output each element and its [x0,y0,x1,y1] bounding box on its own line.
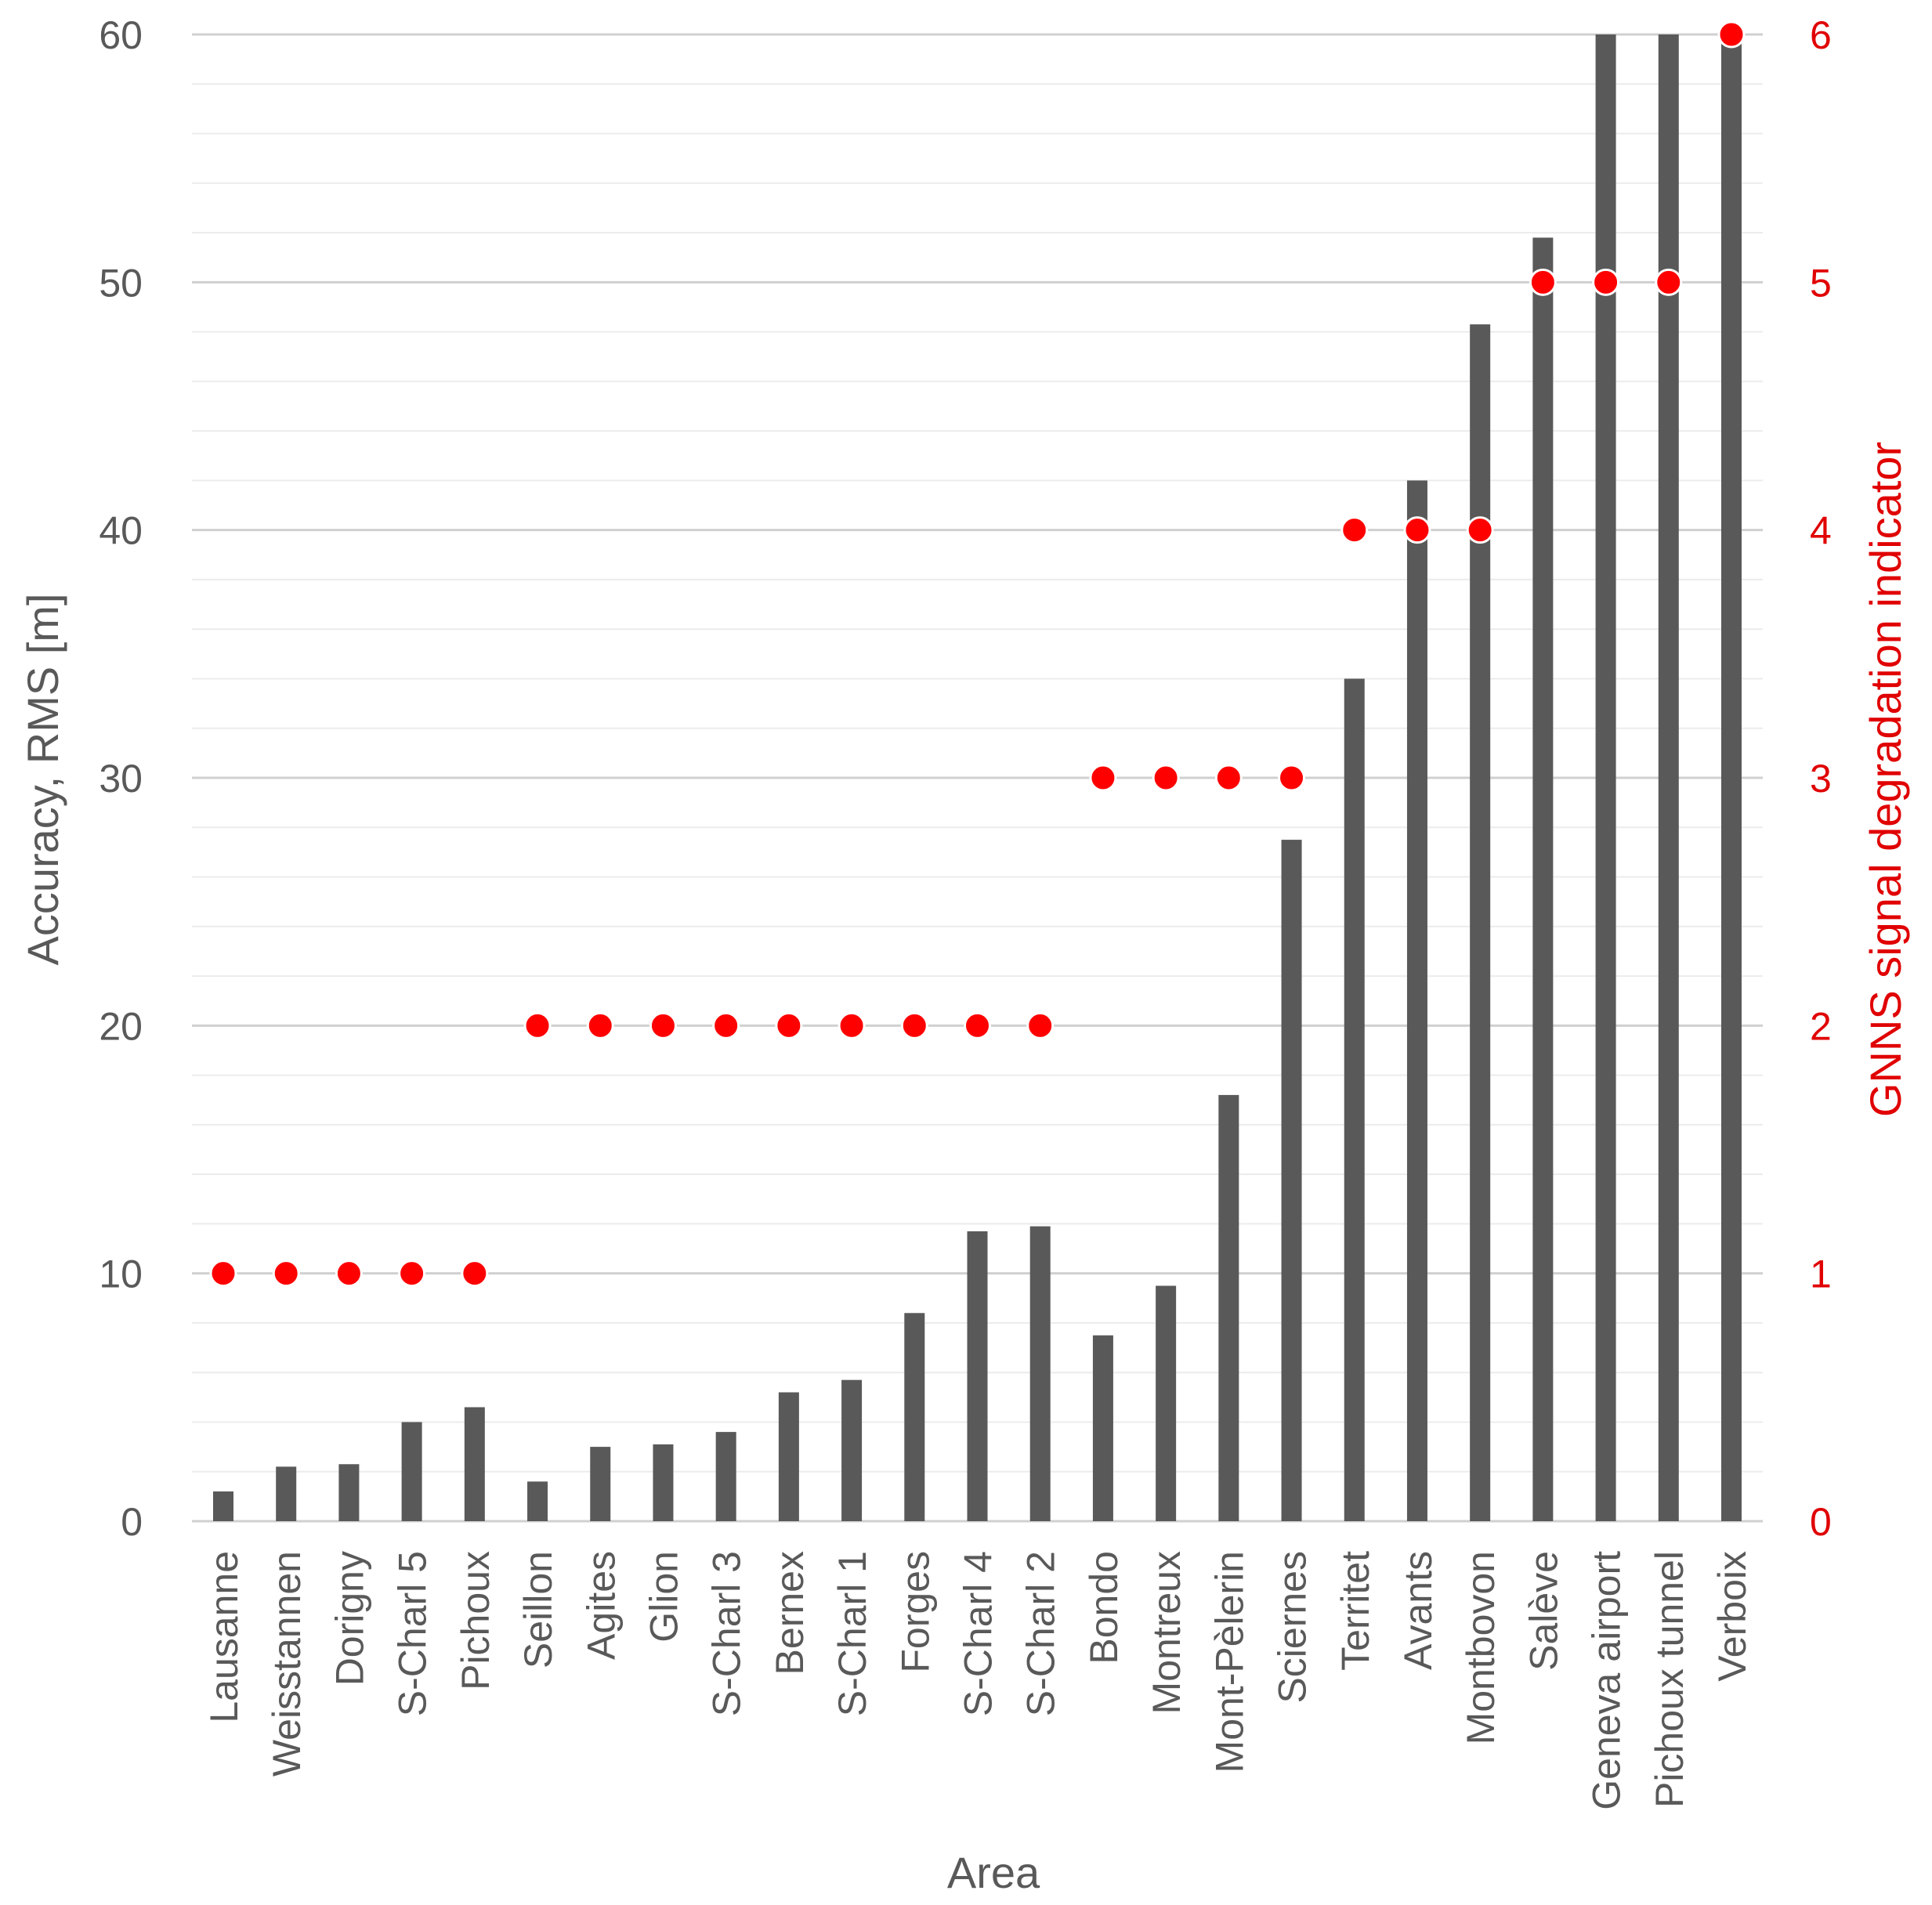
bar-glion [653,1444,674,1521]
y2-axis-title: GNNS signal degradation indicator [1861,442,1910,1117]
x-tick-label: Pichoux tunnel [1648,1551,1691,1808]
marker-s-charl-4 [964,1011,991,1039]
x-tick-label: Geneva airport [1585,1551,1629,1810]
x-tick-label: Mont-Pèlerin [1207,1551,1251,1773]
bar-sciernes [1281,840,1302,1521]
marker-s-charl-1 [838,1011,866,1039]
x-tick-label: Lausanne [202,1551,246,1723]
marker-avants [1403,516,1431,544]
y2-tick-label: 1 [1810,1253,1832,1296]
accuracy-bars [213,34,1742,1522]
x-tick-label: Verboix [1710,1551,1754,1682]
y2-tick-label: 5 [1810,261,1832,305]
right-axis-ticks: 0 1 2 3 4 5 6 [1810,13,1832,1544]
marker-montbovon [1466,516,1494,544]
y2-tick-label: 3 [1810,757,1832,801]
bar-s-charl-3 [715,1432,736,1521]
bar-s-charl-5 [401,1422,422,1521]
bar-agites [590,1447,611,1521]
x-tick-label: Dorigny [327,1551,371,1686]
bar-verboix [1721,34,1742,1521]
bar-territet [1344,678,1365,1521]
x-tick-label: Bernex [768,1551,812,1675]
bar-weisstannen [276,1466,297,1521]
category-labels: Lausanne Weisstannen Dorigny S-Charl 5 Picho… [202,1551,1754,1810]
marker-s-charl-5 [398,1260,426,1288]
marker-pichoux-tunnel [1655,268,1683,296]
bar-montreux [1156,1285,1177,1521]
y-tick-label: 10 [99,1253,143,1296]
x-tick-label: Montbovon [1459,1551,1503,1744]
bar-seillon [527,1481,548,1521]
bar-lausanne [213,1491,233,1521]
y2-tick-label: 4 [1810,509,1832,553]
x-tick-label: Bondo [1082,1551,1126,1665]
bar-s-charl-2 [1029,1226,1051,1521]
bar-montbovon [1470,324,1491,1521]
y-tick-label: 40 [99,509,143,553]
marker-dorigny [335,1260,363,1288]
x-tick-label: Glion [642,1551,686,1643]
marker-s-charl-3 [712,1011,740,1039]
x-tick-label: Pichoux [454,1551,497,1690]
marker-territet [1340,516,1369,544]
y2-tick-label: 6 [1810,13,1832,57]
bar-mont-p-lerin [1218,1094,1239,1521]
x-tick-label: Sciernes [1271,1551,1315,1704]
marker-mont-p-lerin [1214,764,1243,792]
x-tick-label: S-Charl 5 [391,1551,435,1716]
bar-pichoux-tunnel [1658,34,1679,1521]
x-tick-label: S-Charl 1 [830,1551,874,1716]
marker-glion [649,1011,677,1039]
marker-bondo [1089,764,1117,792]
marker-lausanne [209,1260,237,1288]
x-tick-label: S-Charl 2 [1019,1551,1063,1716]
x-tick-label: Forges [893,1551,937,1673]
bar-avants [1406,480,1427,1521]
bar-sal-ve [1532,237,1554,1522]
y-tick-label: 0 [121,1500,143,1544]
bar-bondo [1092,1335,1113,1521]
x-tick-label: Avants [1396,1551,1440,1670]
degradation-markers [209,20,1746,1288]
marker-forges [900,1011,928,1039]
marker-montreux [1152,764,1180,792]
x-tick-label: S-Charl 4 [957,1551,1000,1716]
marker-pichoux [461,1260,489,1288]
gridlines [192,33,1763,1523]
y2-tick-label: 0 [1810,1500,1832,1544]
y-tick-label: 30 [99,757,143,801]
marker-bernex [775,1011,803,1039]
marker-agites [586,1011,614,1039]
x-tick-label: Montreux [1145,1551,1189,1714]
marker-verboix [1717,20,1746,49]
marker-sal-ve [1529,268,1557,296]
y-axis-title: Accuracy, RMS [m] [18,593,67,965]
x-tick-label: Salève [1521,1551,1565,1671]
x-tick-label: S-Charl 3 [705,1551,749,1716]
marker-weisstannen [272,1260,300,1288]
left-axis-ticks: 0 10 20 30 40 50 60 [99,13,143,1544]
y-tick-label: 20 [99,1004,143,1048]
x-axis-title: Area [947,1848,1040,1897]
y2-tick-label: 2 [1810,1004,1832,1048]
bar-dorigny [338,1464,360,1521]
x-tick-label: Agites [579,1551,623,1660]
bar-forges [904,1313,925,1521]
marker-sciernes [1278,764,1306,792]
bar-s-charl-4 [967,1231,988,1521]
bar-pichoux [464,1407,485,1521]
y-tick-label: 50 [99,261,143,305]
x-tick-label: Seillon [516,1551,560,1668]
bar-s-charl-1 [841,1379,863,1521]
marker-geneva-airport [1592,268,1620,296]
y-tick-label: 60 [99,13,143,57]
marker-s-charl-2 [1026,1011,1055,1039]
marker-seillon [523,1011,552,1039]
bar-geneva-airport [1595,34,1616,1521]
bar-bernex [778,1392,799,1521]
x-tick-label: Weisstannen [265,1551,309,1777]
x-tick-label: Territet [1333,1551,1377,1671]
